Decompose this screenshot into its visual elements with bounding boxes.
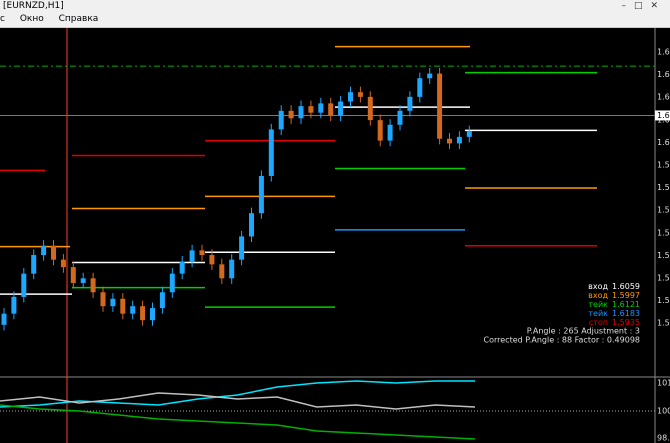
info-value: 1.5997	[612, 291, 640, 300]
candle-body	[1, 313, 7, 325]
candle-body	[51, 245, 56, 260]
candle-body	[407, 96, 413, 111]
candle-body	[150, 308, 155, 321]
indicator-line	[0, 404, 476, 440]
candle-body	[397, 110, 403, 125]
candle-body	[249, 213, 254, 237]
price-label: 1.58	[657, 319, 670, 328]
candle-body	[31, 255, 37, 274]
indicator-axis-label: 101.	[657, 379, 670, 388]
candle-body	[387, 124, 393, 141]
price-label: 1.60	[657, 93, 670, 102]
candle-body	[130, 306, 136, 314]
candle-body	[328, 103, 334, 116]
window-controls[interactable]: –□✕	[621, 1, 666, 11]
price-label: 1.61	[657, 70, 670, 79]
price-label: 1.59	[657, 183, 670, 192]
candle-body	[348, 92, 353, 102]
menu-item[interactable]: с	[0, 14, 5, 24]
menu-item[interactable]: Окно	[19, 14, 44, 24]
candle-body	[120, 298, 126, 314]
info-label: тейк	[588, 300, 608, 309]
candle-body	[437, 73, 443, 139]
candle-body	[239, 236, 245, 260]
corrected-text: Corrected P.Angle : 88 Factor : 0.49098	[484, 336, 640, 345]
candle-body	[268, 129, 274, 176]
candle-body	[278, 110, 284, 130]
title-bar: [EURNZD,H1] –□✕	[0, 0, 670, 12]
candle-body	[357, 92, 363, 97]
candle-body	[308, 106, 314, 113]
info-text: вход 1.5997	[588, 291, 640, 300]
menu-bar: с Окно Справка	[0, 12, 670, 28]
candle-body	[70, 267, 76, 283]
menu-item[interactable]: Справка	[58, 14, 99, 24]
candle-body	[159, 292, 165, 309]
price-label: 1.59	[657, 206, 670, 215]
candle-body	[80, 278, 86, 283]
indicator-line	[0, 392, 476, 410]
info-text: стоп 1.5935	[589, 318, 640, 327]
candle-body	[21, 273, 27, 297]
candle-body	[11, 296, 17, 314]
info-label: тейк	[588, 309, 608, 318]
candle-body	[209, 255, 215, 265]
price-label: 1.59	[657, 228, 670, 237]
candle-body	[199, 250, 205, 256]
candle-body	[41, 245, 47, 256]
info-label: стоп	[589, 318, 608, 327]
info-value: 1.6121	[612, 300, 640, 309]
indicator-line	[0, 380, 475, 408]
candle-body	[169, 273, 175, 293]
candle-body	[338, 101, 344, 116]
price-label: 1.61	[657, 48, 670, 57]
candle-body	[367, 96, 373, 121]
candle-body	[427, 73, 433, 79]
candle-body	[189, 250, 195, 262]
candle-body	[288, 110, 294, 119]
candle-body	[298, 106, 304, 119]
bid-label: 1.60	[657, 111, 670, 120]
chart: 1.61 1.61 1.60 1.60 1.60 1.59 1.59 1.59 1.59 1.59…	[0, 28, 670, 443]
price-label: 1.59	[657, 161, 670, 170]
window-title: [EURNZD,H1]	[3, 1, 64, 11]
candle-body	[258, 175, 264, 214]
candle-body	[417, 78, 423, 97]
candle-body	[100, 292, 106, 307]
candle-body	[229, 259, 235, 279]
candle-body	[90, 278, 96, 293]
price-label: 1.58	[657, 296, 670, 305]
price-label: 1.58	[657, 274, 670, 283]
candle-body	[466, 131, 472, 137]
candle-body	[110, 298, 116, 307]
price-label: 1.60	[657, 138, 670, 147]
candle-body	[60, 259, 66, 268]
candle-body	[318, 103, 324, 113]
candle-body	[447, 138, 452, 144]
candle-body	[140, 306, 146, 321]
info-value: 1.6183	[612, 309, 640, 318]
candle-body	[219, 264, 225, 279]
info-text: тейк 1.6121	[588, 300, 640, 309]
info-label: вход	[588, 291, 608, 300]
info-text: вход 1.6059	[588, 282, 640, 291]
info-value: 1.6059	[612, 282, 640, 291]
info-text: тейк 1.6183	[588, 309, 640, 318]
price-label: 1.59	[657, 251, 670, 260]
angle-text: P.Angle : 265 Adjustment : 3	[527, 327, 640, 336]
indicator-axis-label: 98.6	[657, 434, 670, 443]
candle-body	[179, 261, 185, 274]
info-value: 1.5935	[612, 318, 640, 327]
indicator-axis-label: 100	[657, 407, 670, 416]
candle-body	[377, 120, 383, 141]
info-label: вход	[588, 282, 608, 291]
bid-box	[655, 110, 670, 121]
candle-body	[456, 136, 462, 144]
